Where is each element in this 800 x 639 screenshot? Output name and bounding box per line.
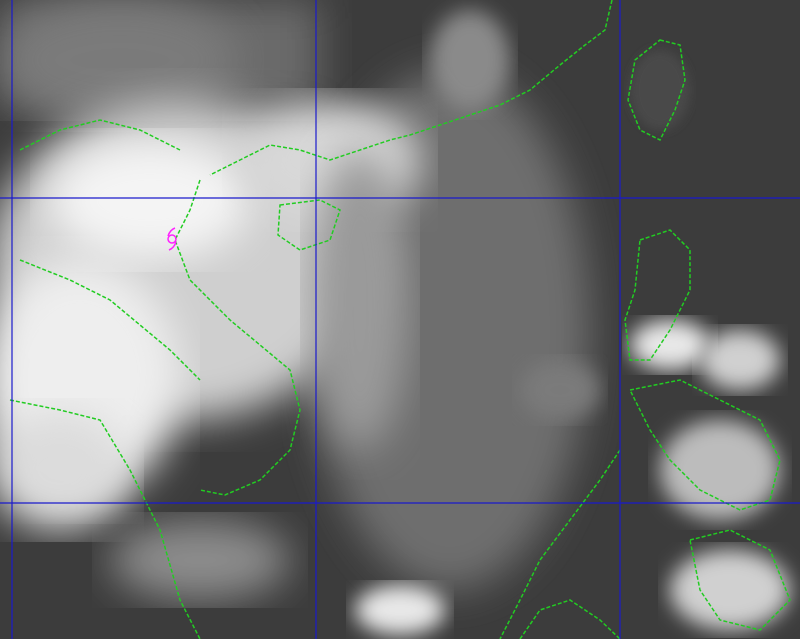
luzon-coast	[624, 229, 691, 361]
typhoon-symbol-icon	[167, 227, 177, 251]
visayas-coast	[628, 379, 781, 511]
taiwan-coast	[627, 39, 686, 142]
borneo-coast	[519, 599, 621, 639]
hainan-coast	[277, 199, 341, 251]
palawan-coast	[499, 449, 621, 639]
mindanao-coast	[689, 529, 791, 631]
laos-border	[19, 119, 201, 381]
coastlines	[9, 0, 791, 639]
vietnam-coast	[174, 179, 301, 496]
gulf-thailand-coast	[9, 399, 201, 639]
china-coast	[209, 0, 613, 176]
